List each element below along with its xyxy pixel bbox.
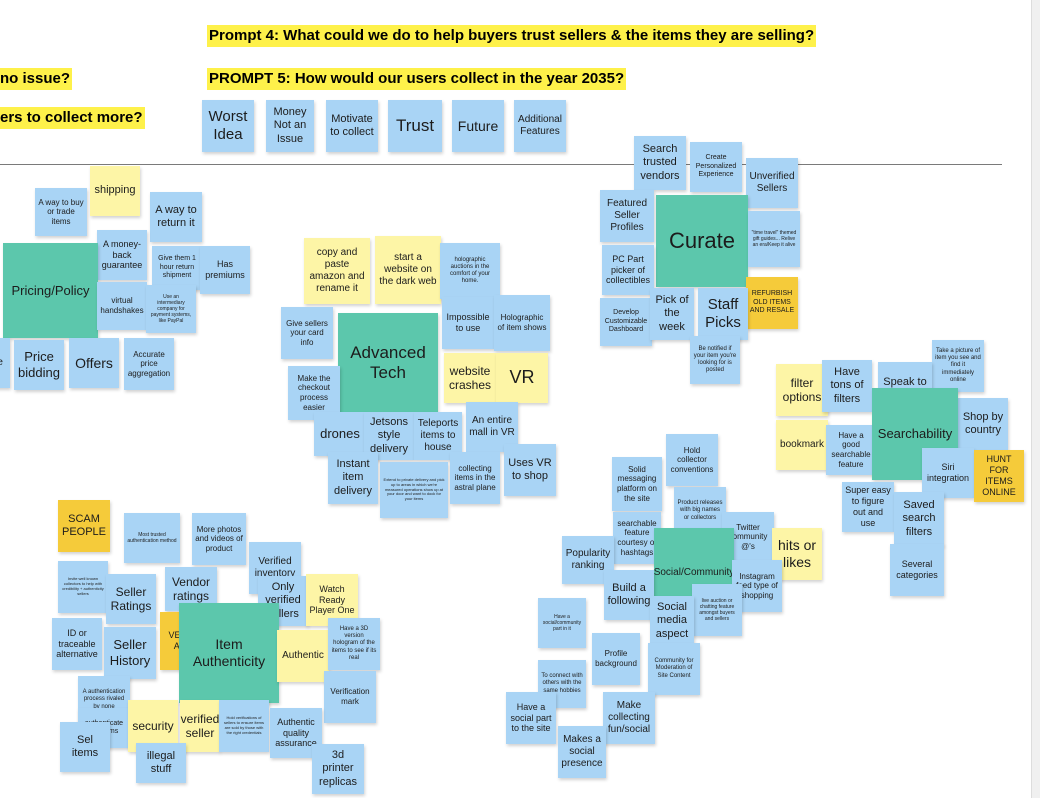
sticky-note[interactable]: Make collecting fun/social [603,692,655,744]
sticky-note[interactable]: Authentic quality assurance [270,708,322,758]
sticky-note[interactable]: Watch Ready Player One [306,574,358,626]
sticky-note[interactable]: verified seller [180,700,220,752]
sticky-note[interactable]: Give them 1 hour return shipment [152,246,202,290]
sticky-note[interactable]: filter options [776,364,828,416]
sticky-note[interactable]: Search trusted vendors [634,136,686,190]
sticky-note[interactable]: SCAM PEOPLE [58,500,110,552]
canvas-right-edge [1031,0,1040,798]
sticky-note[interactable]: searchable feature courtesy of hashtags [613,512,661,564]
cluster-label-searchability[interactable]: Searchability [872,388,958,480]
sticky-note[interactable]: Staff Picks [698,288,748,340]
sticky-note[interactable]: Take a picture of item you see and find … [932,340,984,392]
sticky-note[interactable]: Seller Ratings [106,574,156,624]
sticky-note[interactable]: Be notified if your item you're looking … [690,336,740,384]
category-additional-features[interactable]: Additional Features [514,100,566,152]
sticky-note[interactable]: copy and paste amazon and rename it [304,238,370,304]
sticky-note[interactable]: "time travel" themed gift guides... Reli… [748,211,800,267]
sticky-note[interactable]: Profile background [592,633,640,685]
category-motivate-to-collect[interactable]: Motivate to collect [326,100,378,152]
sticky-note[interactable]: shipping [90,166,140,216]
sticky-note[interactable]: An entire mall in VR [466,402,518,452]
sticky-note[interactable]: Have tons of filters [822,360,872,412]
sticky-note[interactable]: Develop Customizable Dashboard [600,298,652,346]
sticky-note[interactable]: Authentic [277,630,329,682]
sticky-note[interactable]: Price bidding [14,340,64,390]
sticky-note[interactable]: Build a following [604,570,654,620]
sticky-note[interactable]: Have a good searchable feature [826,425,876,475]
sticky-note[interactable]: 3d printer replicas [312,744,364,794]
sticky-note[interactable]: Saved search filters [894,492,944,546]
category-money-not-an-issue[interactable]: Money Not an Issue [266,100,314,152]
sticky-note[interactable]: Use an intermediary company for payment … [146,285,196,333]
sticky-note[interactable]: Instant item delivery [328,452,378,504]
sticky-note[interactable]: Offers [69,338,119,388]
cluster-label-item-authenticity[interactable]: Item Authenticity [179,603,279,703]
sticky-note[interactable]: Holographic of item shows [494,295,550,351]
sticky-note[interactable]: Several categories [890,544,944,596]
prompt-5-header: PROMPT 5: How would our users collect in… [207,68,627,90]
sticky-note[interactable]: Create Personalized Experience [690,142,742,192]
cluster-label-advanced-tech[interactable]: Advanced Tech [338,313,438,413]
sticky-note[interactable]: Siri integration [922,448,974,498]
sticky-note[interactable]: live auction or chatting feature amongst… [692,584,742,636]
sticky-note[interactable]: Have a social part to the site [506,692,556,744]
category-future[interactable]: Future [452,100,504,152]
sticky-note[interactable]: Solid messaging platform on the site [612,457,662,511]
sticky-note[interactable]: start a website on the dark web [375,236,441,304]
sticky-note[interactable]: illegal stuff [136,743,186,783]
sticky-note[interactable]: A way to buy or trade items [35,188,87,236]
sticky-note[interactable]: Have a 3D version hologram of the items … [328,618,380,670]
sticky-note[interactable]: Hold collector conventions [666,434,718,486]
sticky-note[interactable]: Most trusted authentication method [124,513,180,563]
sticky-note[interactable]: HUNT FOR ITEMS ONLINE [974,450,1024,502]
sticky-note[interactable]: hits or likes [772,528,822,580]
horizontal-divider [0,164,1002,165]
sticky-note[interactable]: A way to return it [150,192,202,242]
sticky-note[interactable]: Community for Moderation of Site Content [648,643,700,695]
sticky-note[interactable]: Make the checkout process easier [288,366,340,420]
sticky-note[interactable]: Uses VR to shop [504,444,556,496]
cluster-label-pricing-policy[interactable]: Pricing/Policy [3,243,98,338]
sticky-note[interactable]: Has premiums [200,246,250,294]
sticky-note[interactable]: Give sellers your card info [281,307,333,359]
sticky-note[interactable]: Have a social/community part in it [538,598,586,648]
sticky-note[interactable]: Super easy to figure out and use [842,482,894,532]
sticky-note[interactable]: PC Part picker of collectibles [602,245,654,295]
sticky-note[interactable]: Pick of the week [650,288,694,340]
sticky-note[interactable]: holographic auctions in the comfort of y… [440,243,500,299]
sticky-note[interactable]: Sel items [60,722,110,772]
sticky-note[interactable]: Makes a social presence [558,726,606,778]
prompt-4-header: Prompt 4: What could we do to help buyer… [207,25,817,47]
sticky-note[interactable]: Teleports items to house [414,412,462,460]
sticky-note[interactable]: Shop by country [958,398,1008,450]
prompt-left-header-2: ers to collect more? [0,107,145,129]
sticky-note[interactable]: Product releases with big names or colle… [674,487,726,535]
sticky-note[interactable]: Impossible to use [442,297,494,349]
sticky-note[interactable]: Extend to private delivery and pick up t… [380,462,448,518]
category-trust[interactable]: Trust [388,100,442,152]
sticky-note[interactable]: Accurate price aggregation [124,338,174,390]
sticky-note[interactable]: virtual handshakes [97,282,147,330]
sticky-note[interactable]: bookmark [776,420,828,470]
sticky-note[interactable]: Hold verifications of sellers to ensure … [219,700,269,752]
sticky-note[interactable]: Invite well known collectors to help wit… [58,561,108,613]
sticky-note[interactable]: drones [314,412,366,456]
sticky-note[interactable]: A money-back guarantee [97,230,147,280]
sticky-note[interactable]: Seller History [104,627,156,679]
category-worst-idea[interactable]: Worst Idea [202,100,254,152]
sticky-note[interactable]: More photos and videos of product [192,513,246,565]
sticky-note[interactable]: Social media aspect [650,596,694,646]
sticky-note[interactable]: Verification mark [324,671,376,723]
sticky-note[interactable]: collecting items in the astral plane [450,452,500,504]
cluster-label-curate[interactable]: Curate [656,195,748,287]
sticky-note[interactable]: VR [496,353,548,403]
sticky-note[interactable]: ID or traceable alternative [52,618,102,670]
sticky-note[interactable]: Unverified Sellers [746,158,798,208]
sticky-note[interactable]: al ail ce [0,338,10,388]
sticky-note[interactable]: Featured Seller Profiles [600,190,654,242]
sticky-note[interactable]: To connect with others with the same hob… [538,660,586,708]
sticky-note[interactable]: REFURBISH OLD ITEMS AND RESALE [746,277,798,329]
prompt-left-header-1: no issue? [0,68,73,90]
sticky-note[interactable]: website crashes [444,353,496,403]
